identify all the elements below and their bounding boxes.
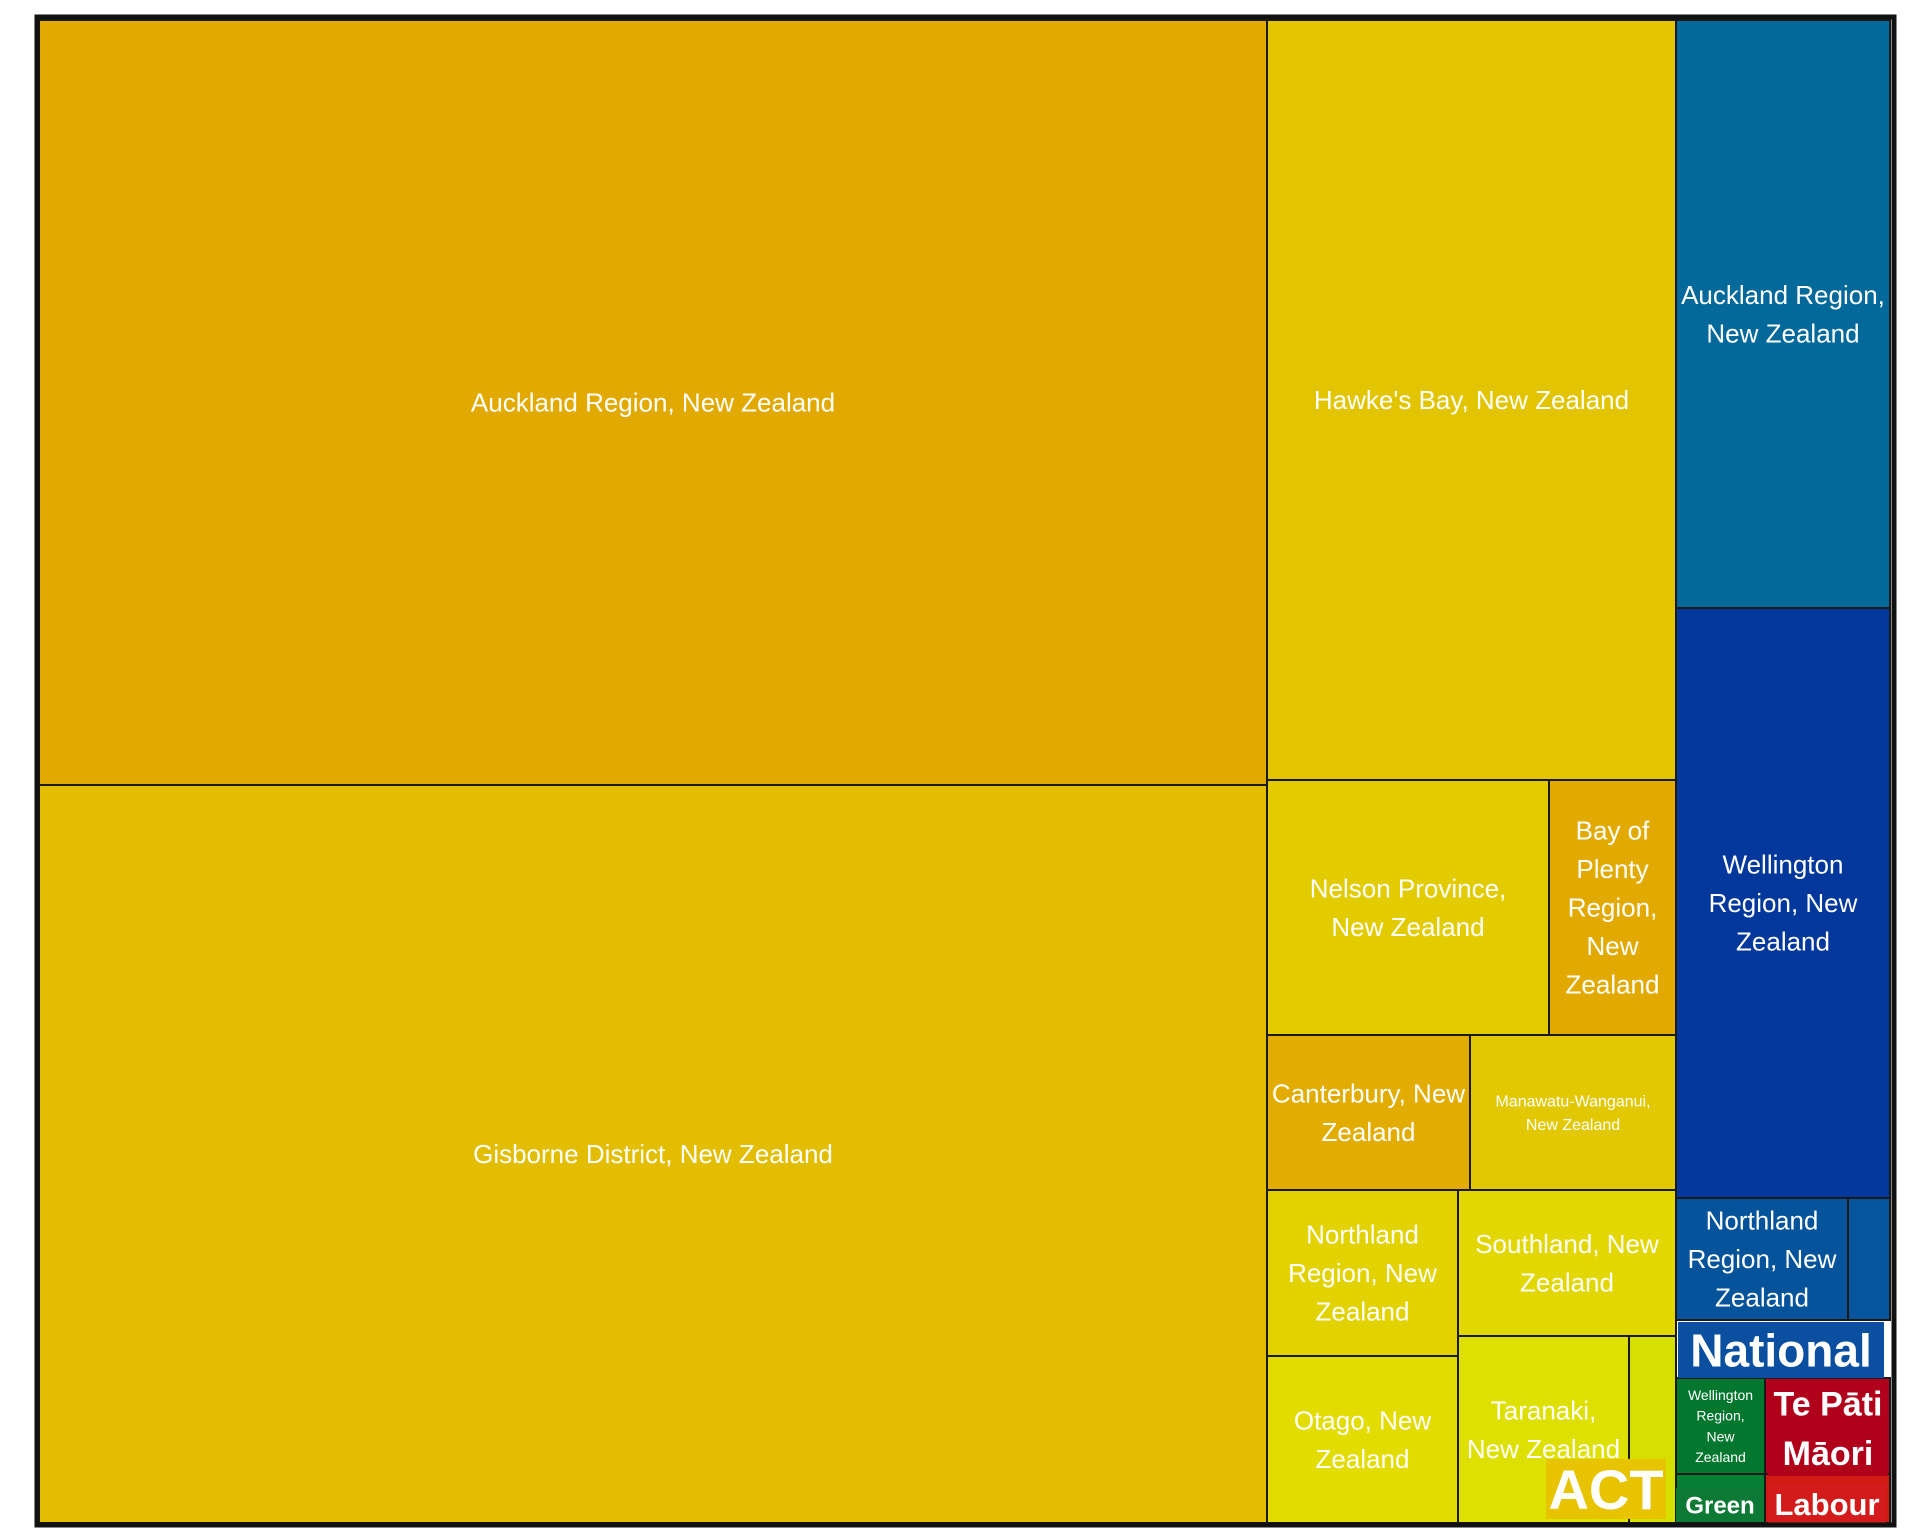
- treemap-cell-national-wellington-region-new-zealand: [1675, 607, 1891, 1199]
- treemap-cell-act-nelson-province-new-zealand: [1266, 779, 1550, 1036]
- party-label-backgrounds: [1546, 1322, 1888, 1524]
- treemap-cell-label: Northland Region, New Zealand: [1288, 1220, 1437, 1327]
- treemap-cell-national-auckland-region-new-zealand: [1675, 19, 1891, 609]
- treemap-cell-label: Gisborne District, New Zealand: [473, 1139, 833, 1169]
- treemap-cell-act-hawke-s-bay-new-zealand: [1266, 19, 1677, 781]
- treemap-cell-label: Southland, New Zealand: [1475, 1229, 1659, 1297]
- party-label-green: Green: [1685, 1493, 1754, 1520]
- party-label-background-labour: [1768, 1484, 1886, 1524]
- treemap-cell-label: Canterbury, New Zealand: [1272, 1078, 1465, 1146]
- party-label-labour: Labour: [1774, 1487, 1879, 1522]
- treemap-cell-label: Northland Region, New Zealand: [1688, 1206, 1837, 1313]
- party-label-te-pati-maori: Te Pāti Māori: [1774, 1386, 1883, 1473]
- treemap-cell-label: Auckland Region, New Zealand: [1681, 280, 1885, 348]
- party-label-national: National: [1690, 1325, 1871, 1377]
- treemap-cell-act-bay-of-plenty-region-new-zealand: [1548, 779, 1677, 1036]
- party-label-background-national: [1678, 1322, 1884, 1378]
- treemap-cell-national-other-3: [1847, 1197, 1891, 1321]
- treemap-cell-act-otago-new-zealand: [1266, 1355, 1459, 1524]
- treemap-cell-act-gisborne-district-new-zealand: [38, 784, 1268, 1524]
- treemap-cell-act-auckland-region-new-zealand: [38, 19, 1268, 786]
- party-label-act: ACT: [1548, 1458, 1663, 1521]
- treemap-cell-label: Wellington Region, New Zealand: [1709, 850, 1858, 957]
- party-label-background-act: [1546, 1459, 1666, 1519]
- treemap-cell-label: Hawke's Bay, New Zealand: [1314, 385, 1629, 415]
- chart-frame: [34, 14, 1897, 1528]
- treemap-cell-label: Auckland Region, New Zealand: [471, 388, 835, 418]
- treemap-cell-label: Bay of Plenty Region, New Zealand: [1566, 816, 1660, 1000]
- treemap-cell-label: Manawatu-Wanganui, New Zealand: [1495, 1093, 1650, 1134]
- treemap-cell-act-northland-region-new-zealand: [1266, 1189, 1459, 1357]
- party-label-background-green: [1676, 1488, 1764, 1522]
- treemap-cell-act-canterbury-new-zealand: [1266, 1034, 1471, 1191]
- party-label-background-te-pati-maori: [1768, 1380, 1888, 1476]
- treemap-cell-act-manawatu-wanganui-new-zealand: [1469, 1034, 1677, 1191]
- treemap-cell-label: Wellington Region, New Zealand: [1688, 1387, 1753, 1465]
- treemap-cell-label: Otago, New Zealand: [1294, 1405, 1432, 1473]
- treemap-cell-label: Nelson Province, New Zealand: [1310, 873, 1507, 941]
- party-labels: ACT National Te Pāti Māori Green Labour: [1548, 1325, 1882, 1523]
- leaf-layer: Auckland Region, New Zealand Gisborne Dis…: [38, 19, 1891, 1524]
- treemap-cell-act-southland-new-zealand: [1457, 1189, 1677, 1337]
- treemap-cell-label: Taranaki, New Zealand: [1467, 1395, 1620, 1463]
